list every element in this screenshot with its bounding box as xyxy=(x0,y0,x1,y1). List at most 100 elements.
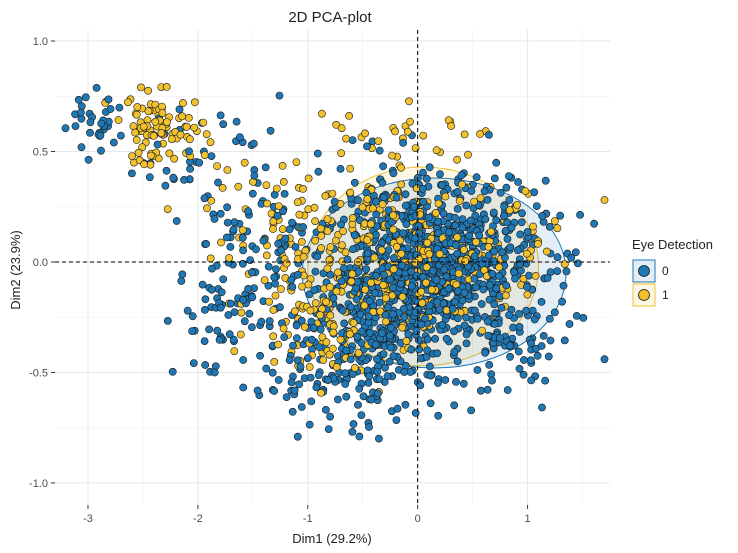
point-series-0 xyxy=(264,262,273,271)
point-series-1 xyxy=(322,338,331,347)
point-series-0 xyxy=(379,193,388,202)
point-series-1 xyxy=(454,269,463,278)
point-series-0 xyxy=(115,103,124,112)
point-series-1 xyxy=(363,195,372,204)
point-series-0 xyxy=(393,404,402,413)
point-series-0 xyxy=(426,399,435,408)
point-series-0 xyxy=(565,320,574,328)
point-series-0 xyxy=(559,281,568,290)
point-series-0 xyxy=(341,380,350,388)
point-series-0 xyxy=(230,218,239,227)
point-series-1 xyxy=(190,98,199,107)
point-series-1 xyxy=(158,109,167,117)
point-series-0 xyxy=(306,373,315,382)
point-series-0 xyxy=(514,347,523,356)
legend: Eye Detection 0 1 xyxy=(632,237,713,307)
point-series-0 xyxy=(316,325,325,334)
point-series-0 xyxy=(517,218,526,227)
point-series-0 xyxy=(473,314,482,323)
point-series-0 xyxy=(314,371,323,379)
point-series-0 xyxy=(279,207,287,216)
point-series-0 xyxy=(266,126,275,135)
point-series-0 xyxy=(518,209,526,218)
point-series-0 xyxy=(460,321,469,330)
point-series-1 xyxy=(346,188,355,197)
point-series-1 xyxy=(425,250,434,259)
point-series-0 xyxy=(239,383,248,392)
point-series-0 xyxy=(527,376,536,385)
point-series-1 xyxy=(326,283,334,291)
point-series-1 xyxy=(290,307,299,316)
point-series-0 xyxy=(399,229,407,237)
point-series-0 xyxy=(441,376,450,384)
point-series-1 xyxy=(199,118,208,127)
point-series-0 xyxy=(510,268,518,277)
point-series-1 xyxy=(472,238,480,246)
point-series-1 xyxy=(345,112,353,120)
point-series-0 xyxy=(453,204,462,213)
point-series-0 xyxy=(519,370,528,379)
point-series-1 xyxy=(402,337,411,345)
point-series-0 xyxy=(214,178,222,187)
point-series-1 xyxy=(206,138,215,147)
point-series-0 xyxy=(553,253,562,262)
point-series-0 xyxy=(117,131,125,140)
point-series-1 xyxy=(317,388,325,397)
reference-lines xyxy=(55,30,610,505)
point-series-0 xyxy=(239,246,247,255)
point-series-0 xyxy=(238,233,247,242)
point-series-1 xyxy=(202,130,211,139)
point-series-1 xyxy=(405,97,413,106)
point-series-1 xyxy=(476,194,485,202)
point-series-0 xyxy=(431,334,439,343)
point-series-0 xyxy=(253,386,262,395)
point-series-0 xyxy=(256,351,264,360)
point-series-0 xyxy=(145,173,154,182)
point-series-1 xyxy=(453,233,462,242)
point-series-0 xyxy=(293,270,302,279)
point-series-0 xyxy=(511,274,519,283)
point-series-0 xyxy=(407,345,416,354)
point-series-1 xyxy=(131,128,139,137)
point-series-0 xyxy=(262,364,271,373)
point-series-1 xyxy=(377,246,386,255)
point-series-0 xyxy=(315,343,324,351)
point-series-0 xyxy=(162,166,171,175)
point-series-0 xyxy=(590,219,598,228)
point-series-0 xyxy=(546,336,555,345)
point-series-0 xyxy=(490,174,499,183)
point-series-1 xyxy=(354,349,363,357)
point-series-0 xyxy=(515,364,524,373)
point-series-1 xyxy=(223,166,232,174)
point-series-1 xyxy=(345,330,354,339)
point-series-0 xyxy=(401,201,410,210)
point-series-0 xyxy=(292,334,301,343)
point-series-0 xyxy=(473,366,482,374)
point-series-1 xyxy=(326,243,335,251)
point-series-1 xyxy=(459,245,468,254)
point-series-0 xyxy=(396,279,405,288)
point-series-0 xyxy=(412,271,421,280)
point-series-0 xyxy=(411,234,420,243)
point-series-1 xyxy=(464,150,472,159)
points xyxy=(61,83,609,443)
point-series-0 xyxy=(560,336,569,345)
point-series-0 xyxy=(392,193,401,202)
point-series-1 xyxy=(332,363,341,371)
point-series-0 xyxy=(458,223,467,232)
point-series-0 xyxy=(216,111,225,120)
point-series-0 xyxy=(296,362,305,371)
point-series-0 xyxy=(290,386,299,395)
point-series-0 xyxy=(303,354,312,363)
point-series-1 xyxy=(417,287,426,296)
point-series-1 xyxy=(389,265,398,274)
point-series-1 xyxy=(311,217,319,226)
point-series-0 xyxy=(442,334,451,343)
point-series-0 xyxy=(489,208,498,217)
point-series-1 xyxy=(167,135,176,143)
point-series-0 xyxy=(465,231,473,240)
point-series-1 xyxy=(170,154,179,163)
point-series-0 xyxy=(357,411,366,419)
point-series-1 xyxy=(398,292,407,301)
point-series-0 xyxy=(215,335,224,344)
